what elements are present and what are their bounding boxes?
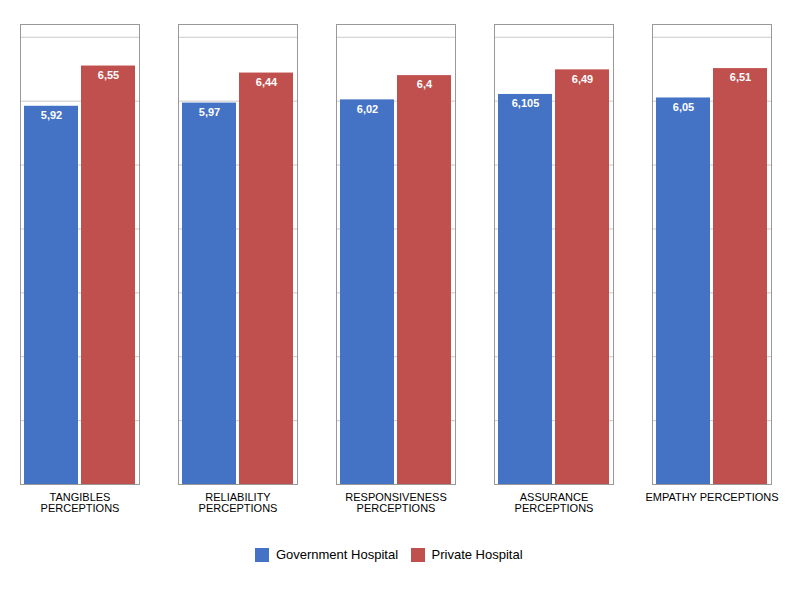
svg-text:6,05: 6,05 xyxy=(673,101,694,113)
svg-text:5,97: 5,97 xyxy=(199,106,220,118)
svg-text:RELIABILITYPERCEPTIONS: RELIABILITYPERCEPTIONS xyxy=(199,491,278,514)
svg-text:6,51: 6,51 xyxy=(730,71,751,83)
html-text:Government Hospital: Government Hospital xyxy=(275,547,398,562)
svg-text:6,02: 6,02 xyxy=(357,103,378,115)
svg-text:6,44: 6,44 xyxy=(256,76,278,88)
svg-text:TANGIBLESPERCEPTIONS: TANGIBLESPERCEPTIONS xyxy=(41,491,120,514)
svg-text:RESPONSIVENESSPERCEPTIONS: RESPONSIVENESSPERCEPTIONS xyxy=(345,491,446,514)
svg-text:5,92: 5,92 xyxy=(41,109,62,121)
svg-text:6,105: 6,105 xyxy=(512,97,540,109)
svg-text:6,4: 6,4 xyxy=(417,78,433,90)
html-text:Private Hospital: Private Hospital xyxy=(431,547,523,562)
svg-text:6,55: 6,55 xyxy=(98,69,119,81)
svg-text:EMPATHY PERCEPTIONS: EMPATHY PERCEPTIONS xyxy=(645,491,778,503)
svg-text:6,49: 6,49 xyxy=(572,73,593,85)
svg-text:ASSURANCEPERCEPTIONS: ASSURANCEPERCEPTIONS xyxy=(515,491,594,514)
